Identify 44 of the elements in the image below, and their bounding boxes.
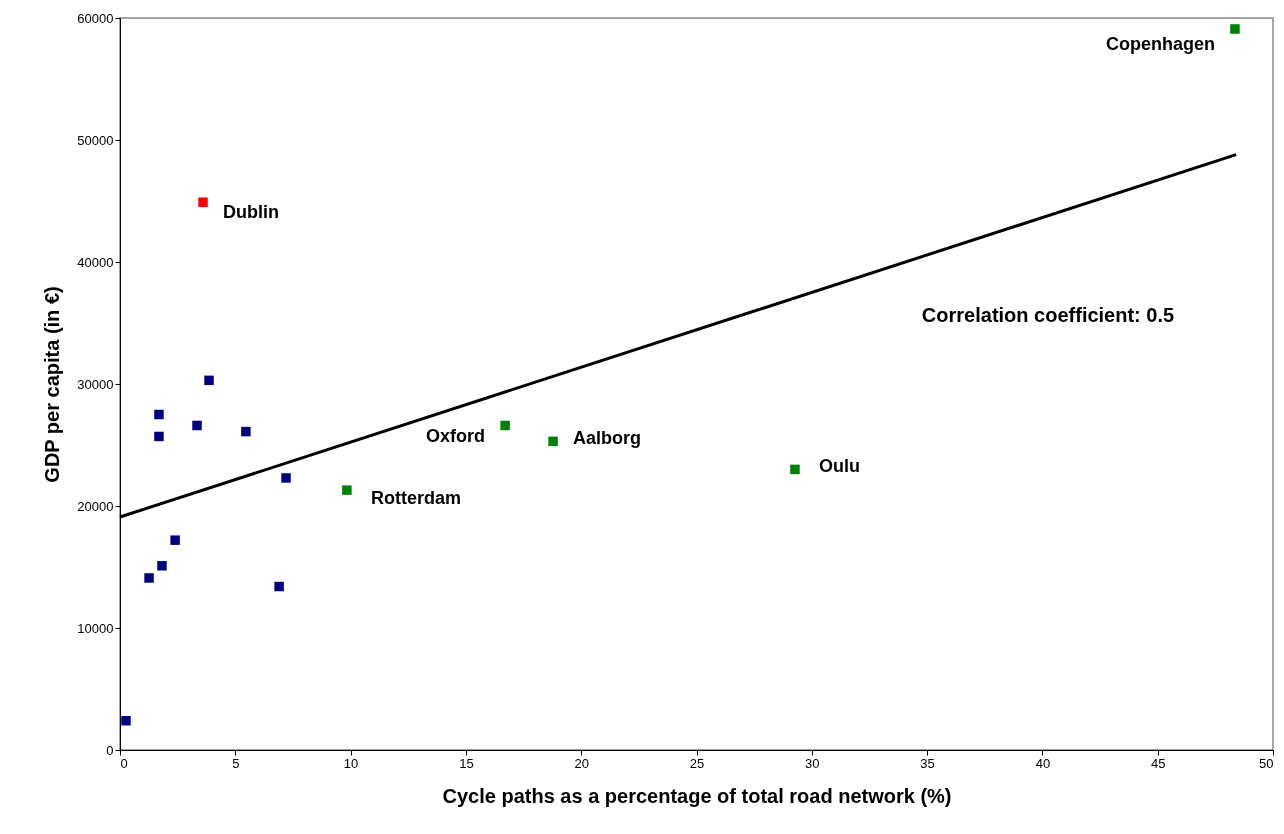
point (548, 436, 558, 447)
annotation: Copenhagen (1105, 33, 1215, 54)
point (121, 715, 131, 726)
y-tick-label: 60000 (77, 10, 114, 26)
point (170, 535, 180, 545)
y-tick-label: 30000 (77, 376, 114, 392)
point (154, 431, 164, 442)
x-tick-label: 15 (459, 755, 474, 771)
annotation: Correlation coefficient: 0.5 (921, 304, 1175, 326)
y-tick-label: 10000 (77, 620, 114, 636)
point (281, 473, 291, 483)
y-axis-title: GDP per capita (in €) (41, 286, 64, 483)
x-tick-label: 5 (232, 755, 240, 771)
x-tick-label: 50 (1259, 755, 1274, 771)
x-tick-label: 0 (120, 755, 128, 771)
x-tick-label: 30 (805, 755, 820, 771)
x-tick-label: 25 (689, 755, 705, 771)
annotation: Oulu (818, 456, 860, 477)
y-tick-label: 20000 (77, 498, 114, 514)
x-tick-label: 35 (920, 755, 935, 771)
annotation: Dublin (223, 202, 280, 223)
x-tick-label: 10 (343, 755, 359, 771)
point (204, 375, 214, 386)
point (274, 581, 284, 592)
y-tick-label: 0 (106, 742, 114, 758)
x-tick-label: 20 (574, 755, 589, 771)
annotation: Oxford (426, 426, 486, 447)
point (192, 420, 202, 431)
point (144, 573, 154, 583)
y-tick-label: 40000 (77, 254, 114, 270)
point (154, 409, 164, 420)
point (157, 561, 167, 571)
x-tick-label: 45 (1150, 755, 1166, 771)
point (1230, 24, 1240, 34)
point (790, 464, 800, 475)
annotation: Rotterdam (370, 488, 461, 509)
point (500, 420, 510, 431)
point (198, 197, 208, 207)
y-tick-label: 50000 (77, 132, 114, 148)
point (241, 426, 251, 437)
x-tick-label: 40 (1035, 755, 1051, 771)
point (342, 485, 352, 495)
annotation: Aalborg (573, 428, 642, 449)
x-axis-title: Cycle paths as a percentage of total road network (%) (442, 784, 952, 807)
